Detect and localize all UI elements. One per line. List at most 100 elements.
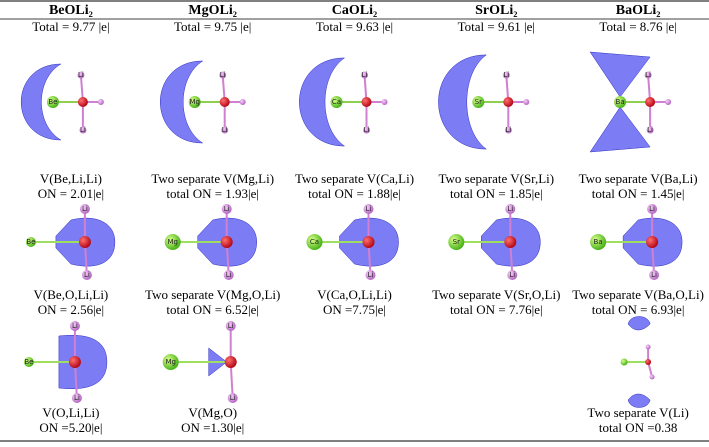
caption: total ON = 6.93|e| [592, 302, 685, 317]
lithium-atom [81, 270, 92, 280]
metal-atom-label: Mg [165, 358, 175, 366]
metal-atom [306, 234, 323, 250]
metal-atom-label: Ca [310, 238, 319, 246]
basin [438, 54, 488, 150]
metal-atom-label: Be [48, 98, 57, 106]
basin [20, 63, 62, 141]
caption: Two separate V(Sr,Li) [438, 171, 554, 186]
lithium-atom [79, 204, 90, 214]
metal-atom-label: Ca [332, 98, 341, 106]
caption: ON =7.75|e| [323, 302, 386, 317]
lithium-atom [71, 393, 82, 403]
lithium-atom [505, 204, 516, 214]
lithium-atom [77, 71, 85, 79]
oxygen-atom [219, 97, 230, 107]
oxygen-atom [504, 236, 517, 248]
caption: V(Mg,O) [188, 405, 237, 420]
column-header: BeOLi₂ [49, 3, 93, 18]
lithium-atom [365, 270, 376, 280]
lithium-atom [381, 99, 388, 105]
metal-atom [472, 96, 485, 108]
bond [229, 361, 234, 399]
oxygen-atom [646, 236, 659, 248]
lithium-atom-label: Li [368, 271, 374, 279]
caption: V(Ca,O,Li,Li) [317, 287, 392, 302]
caption: total ON = 1.93|e| [166, 186, 259, 201]
lithium-atom-label: Li [645, 71, 651, 79]
caption: Two separate V(Ba,Li) [579, 171, 698, 186]
total-charge: Total = 9.75 |e| [174, 19, 251, 34]
lithium-atom [239, 99, 246, 105]
metal-atom [164, 234, 181, 250]
lithium-atom [504, 126, 512, 134]
caption: total ON = 6.52|e| [166, 302, 259, 317]
metal-atom [330, 96, 343, 108]
lithium-atom-label: Li [649, 205, 655, 213]
caption: total ON =0.38 [599, 420, 677, 435]
oxygen-atom [224, 356, 237, 368]
lithium-atom [649, 374, 655, 380]
lithium-atom [649, 270, 660, 280]
basin [58, 334, 108, 390]
caption: total ON = 7.76|e| [450, 302, 543, 317]
metal-atom [25, 237, 36, 247]
lithium-atom-label: Li [226, 271, 232, 279]
lithium-atom-label: Li [84, 271, 90, 279]
basin [589, 51, 651, 98]
lithium-atom [646, 126, 654, 134]
lithium-atom-label: Li [82, 205, 88, 213]
lithium-atom [221, 204, 232, 214]
lithium-atom-label: Li [505, 126, 511, 134]
lithium-atom [225, 321, 236, 331]
metal-atom-label: Sr [453, 238, 460, 246]
lithium-atom [502, 71, 510, 79]
caption: Two separate V(Mg,O,Li) [145, 287, 280, 302]
lithium-atom [647, 204, 658, 214]
basin [160, 60, 204, 144]
lithium-atom-label: Li [507, 205, 513, 213]
lithium-atom [645, 344, 651, 350]
lithium-atom-label: Li [503, 71, 509, 79]
lithium-atom [363, 126, 370, 134]
lithium-atom [221, 126, 229, 134]
caption: total ON = 1.88|e| [308, 186, 401, 201]
lithium-atom-label: Li [366, 205, 372, 213]
caption: Two separate V(Ba,O,Li) [572, 287, 704, 302]
caption: V(Be,O,Li,Li) [34, 287, 109, 302]
caption: ON = 2.01|e| [38, 186, 104, 201]
lithium-atom [79, 126, 87, 134]
oxygen-atom [220, 236, 233, 248]
oxygen-atom [362, 236, 375, 248]
basin [627, 393, 651, 408]
column-header: MgOLi₂ [188, 3, 237, 18]
caption: total ON = 1.45|e| [592, 186, 685, 201]
caption: ON =5.20|e| [39, 420, 102, 435]
metal-atom-label: Mg [189, 98, 199, 106]
lithium-atom [507, 270, 518, 280]
metal-atom [448, 234, 465, 250]
column-header: SrOLi₂ [475, 3, 517, 18]
basin [589, 106, 651, 153]
metal-atom [620, 358, 628, 366]
metal-atom-label: Be [26, 238, 35, 246]
lithium-atom [644, 71, 652, 79]
metal-atom-label: Be [24, 358, 33, 366]
lithium-atom-label: Li [72, 322, 78, 330]
caption: Two separate V(Mg,Li) [151, 171, 274, 186]
metal-atom [23, 357, 34, 367]
metal-atom [590, 234, 607, 250]
lithium-atom [227, 393, 238, 403]
lithium-atom-label: Li [364, 126, 370, 134]
lithium-atom [665, 99, 672, 105]
lithium-atom-label: Li [80, 126, 86, 134]
caption: Two separate V(Li) [587, 405, 688, 420]
basin [299, 57, 346, 147]
lithium-atom [219, 71, 227, 79]
lithium-atom [97, 99, 104, 105]
metal-atom [46, 96, 59, 108]
oxygen-atom [645, 97, 656, 107]
lithium-atom [523, 99, 530, 105]
metal-atom-label: Sr [475, 98, 482, 106]
oxygen-atom [77, 97, 88, 107]
